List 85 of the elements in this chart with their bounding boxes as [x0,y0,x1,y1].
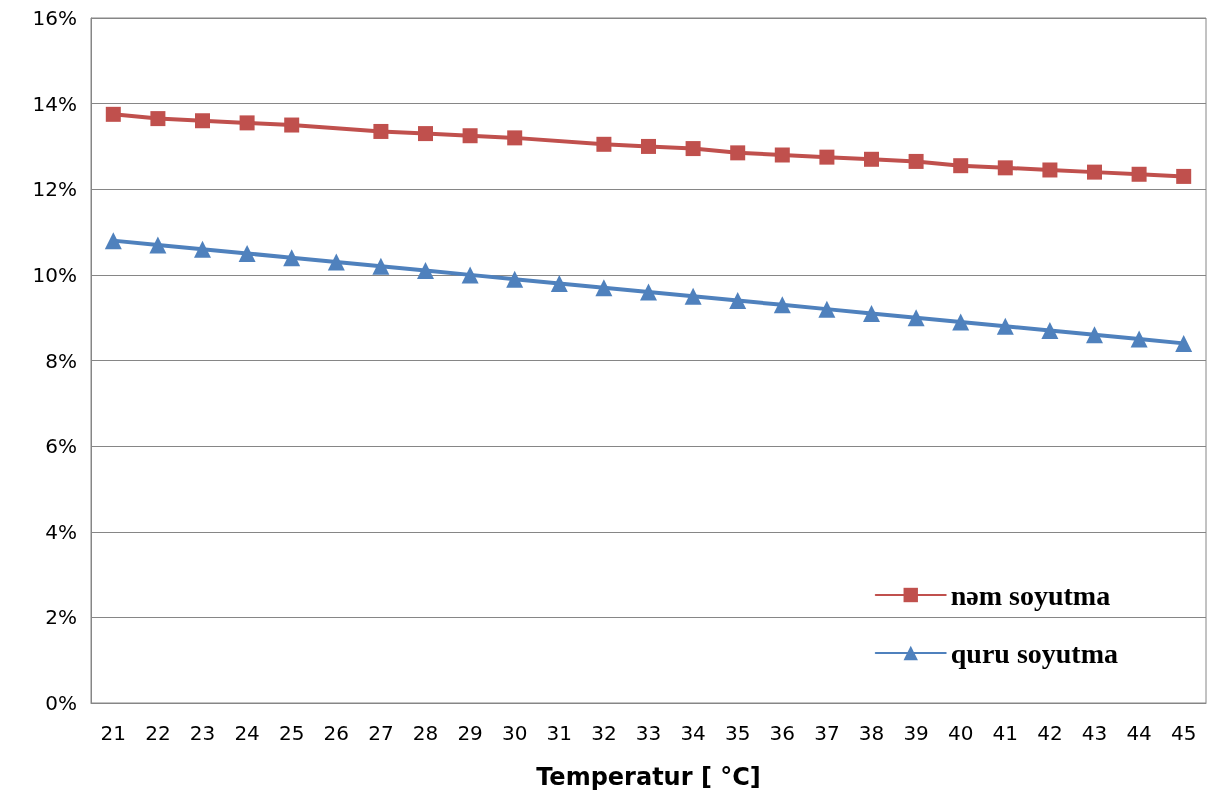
point [685,141,701,157]
point [417,262,434,280]
point [238,244,256,262]
point [327,253,345,271]
y-tick-label: 2% [45,605,77,630]
point [1042,162,1058,178]
point [996,317,1014,335]
y-tick-label: 0% [45,691,77,715]
x-tick-label: 30 [501,721,528,745]
x-tick-label: 43 [1081,721,1108,745]
x-tick-label: 35 [724,721,751,745]
x-tick-label: 37 [814,721,840,745]
point [596,136,612,152]
x-tick-label: 41 [992,721,1019,745]
point [373,123,389,139]
x-tick-label: 39 [903,721,929,745]
y-tick-label: 8% [45,348,77,373]
point [105,106,121,122]
x-tick-label: 21 [100,721,127,745]
x-tick-label: 27 [368,721,394,745]
legend-label: nəm soyutma [950,579,1111,611]
point [1131,166,1147,182]
point [908,153,924,169]
point [1176,168,1192,184]
x-tick-label: 34 [680,721,706,745]
x-tick-label: 24 [234,721,260,745]
x-tick-label: 36 [769,721,796,745]
point [774,147,790,163]
y-tick-label: 14% [32,91,77,116]
y-tick-label: 10% [32,262,77,287]
point [641,138,656,154]
point [819,149,835,165]
x-tick-label: 40 [947,721,974,745]
point [1041,322,1059,340]
point [1175,334,1193,352]
point [372,257,390,275]
x-axis-title: Temperatur [ °C] [536,763,761,791]
x-tick-label: 31 [546,721,573,745]
point [284,117,300,133]
point [773,296,791,314]
point [907,309,925,327]
x-tick-label: 22 [145,721,171,745]
point [462,128,478,144]
point [507,130,523,146]
x-tick-label: 42 [1037,721,1063,745]
y-tick-label: 4% [45,519,77,544]
point [640,283,657,301]
point [953,158,969,174]
point [952,313,970,331]
point [997,160,1013,176]
point [863,304,880,322]
x-tick-label: 23 [189,721,216,745]
point [194,240,211,258]
x-tick-label: 45 [1170,721,1197,745]
x-tick-label: 29 [457,721,483,745]
point [418,126,433,142]
point [550,274,568,292]
point [239,115,255,131]
point [864,151,879,167]
x-tick-label: 25 [278,721,305,745]
y-tick-label: 16% [32,6,77,30]
x-tick-label: 26 [323,721,350,745]
y-tick-label: 6% [45,434,77,459]
point [729,292,747,310]
x-tick-label: 32 [591,721,617,745]
point [461,266,479,284]
point [506,270,524,288]
point [1087,164,1102,180]
point [1130,330,1148,348]
point [149,236,167,254]
point [195,113,210,129]
point [818,300,836,318]
y-tick-label: 12% [32,177,77,202]
legend-label: quru soyutma [950,637,1118,669]
point [730,145,746,161]
point [104,232,122,250]
x-tick-label: 28 [412,721,439,745]
x-tick-label: 33 [635,721,662,745]
x-tick-label: 38 [858,721,885,745]
point [150,111,166,127]
point [283,249,301,267]
point [595,279,613,297]
x-tick-label: 44 [1126,721,1152,745]
point [1086,326,1103,344]
point [684,287,702,305]
